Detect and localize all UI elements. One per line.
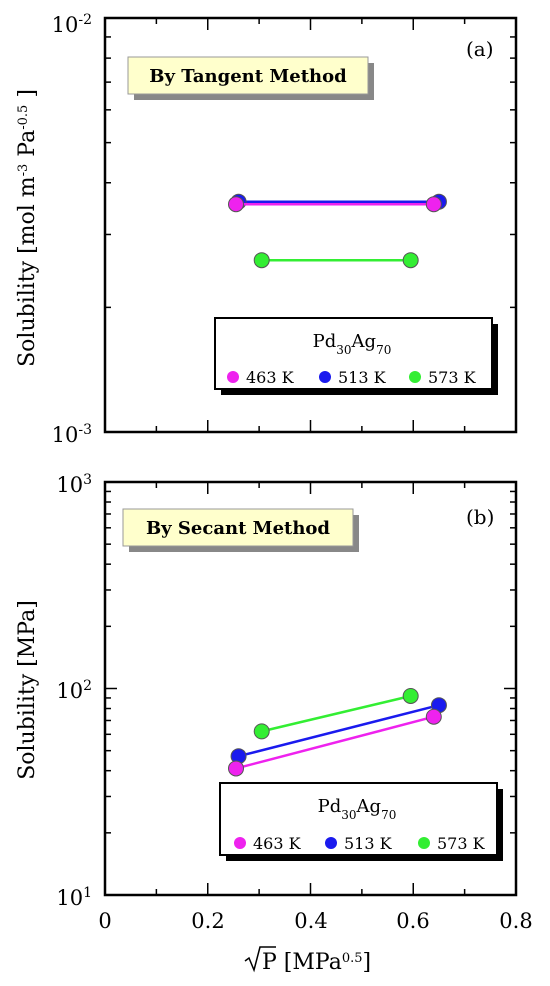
panel-b-legend-marker-573k bbox=[418, 837, 430, 849]
panel-b-series-line-463k bbox=[235, 715, 435, 770]
panel-a-label: (a) bbox=[466, 37, 494, 61]
panel-b-method-label: By Secant Method bbox=[146, 518, 330, 539]
panel-b-method-box: By Secant Method bbox=[122, 508, 359, 552]
panel-b-legend: Pd30Ag70 463 K 513 K 573 K bbox=[219, 782, 503, 861]
panel-b-legend-title: Pd30Ag70 bbox=[318, 796, 397, 822]
panel-b-xtick-label-0.8: 0.8 bbox=[499, 909, 532, 933]
panel-a-legend-label-513k: 513 K bbox=[338, 368, 387, 387]
panel-b-xtick-label-0: 0 bbox=[98, 909, 111, 933]
panel-a-legend-marker-573k bbox=[409, 371, 421, 383]
panel-b-legend-label-573k: 573 K bbox=[437, 834, 486, 853]
panel-b-legend-marker-513k bbox=[325, 837, 337, 849]
panel-a-ytick-label-top: 10-2 bbox=[52, 12, 92, 37]
panel-a-ytick-label-bottom: 10-3 bbox=[52, 422, 92, 447]
panel-b-point-573k-1 bbox=[402, 687, 419, 704]
panel-b-ytick-label-100: 102 bbox=[56, 678, 92, 703]
panel-a-legend: Pd30Ag70 463 K 513 K 573 K bbox=[214, 317, 498, 395]
panel-a-legend-marker-463k bbox=[227, 371, 239, 383]
panel-a-point-463k-1 bbox=[425, 196, 442, 213]
panel-b-label: (b) bbox=[466, 505, 494, 529]
panel-a-legend-marker-513k bbox=[319, 371, 331, 383]
panel-b-ylabel: Solubility [MPa] bbox=[15, 600, 40, 780]
panel-b-xtick-label-0.4: 0.4 bbox=[294, 909, 327, 933]
panel-b-xtick-label-0.6: 0.6 bbox=[396, 909, 429, 933]
panel-b-xlabel: P [MPa0.5] bbox=[244, 946, 371, 975]
panel-b-point-573k-0 bbox=[253, 723, 270, 740]
panel-a-legend-title: Pd30Ag70 bbox=[313, 331, 392, 357]
panel-b-series-line-513k bbox=[238, 703, 440, 758]
panel-a-point-573k-0 bbox=[253, 252, 270, 269]
panel-a-legend-label-573k: 573 K bbox=[428, 368, 477, 387]
panel-b-point-463k-0 bbox=[228, 760, 245, 777]
panel-a-point-463k-0 bbox=[228, 196, 245, 213]
panel-b: 103 102 101 0 0.2 0.4 0.6 0.8 P [MPa0.5]… bbox=[15, 472, 533, 975]
panel-a-method-label: By Tangent Method bbox=[149, 66, 347, 87]
panel-b-series-line-573k bbox=[261, 694, 411, 733]
panel-b-ytick-label-1000: 103 bbox=[56, 472, 92, 497]
panel-b-ytick-label-10: 101 bbox=[56, 885, 92, 910]
panel-a-ylabel: Solubility [mol m-3 Pa-0.5 ] bbox=[15, 89, 40, 367]
panel-b-ticks bbox=[104, 482, 517, 896]
sqrt-symbol-icon bbox=[244, 946, 276, 973]
panel-b-point-463k-1 bbox=[425, 708, 442, 725]
panel-a-legend-label-463k: 463 K bbox=[246, 368, 295, 387]
panel-b-legend-label-463k: 463 K bbox=[253, 834, 302, 853]
panel-b-marks bbox=[228, 687, 447, 777]
panel-b-xtick-label-0.2: 0.2 bbox=[191, 909, 224, 933]
panel-a-ticks bbox=[104, 18, 517, 433]
panel-a: 10-2 10-3 Solubility [mol m-3 Pa-0.5 ] (… bbox=[15, 12, 518, 447]
panel-b-legend-marker-463k bbox=[234, 837, 246, 849]
panel-b-legend-label-513k: 513 K bbox=[344, 834, 393, 853]
panel-a-point-573k-1 bbox=[402, 252, 419, 269]
svg-text:P [MPa0.5]: P [MPa0.5] bbox=[262, 950, 371, 975]
panel-a-marks bbox=[228, 193, 447, 269]
panel-a-method-box: By Tangent Method bbox=[127, 56, 369, 95]
